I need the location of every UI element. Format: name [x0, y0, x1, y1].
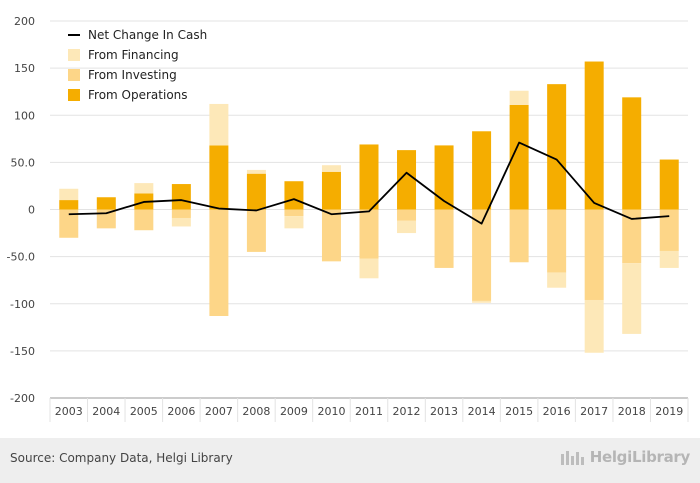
legend-swatch [68, 49, 80, 61]
y-tick-label: 100 [14, 109, 35, 122]
bar-from-investing [134, 209, 154, 231]
legend-label: From Financing [88, 48, 179, 62]
bar-from-operations [622, 97, 642, 210]
bar-from-operations [659, 159, 679, 210]
bar-from-operations [246, 173, 266, 210]
bar-from-financing [171, 217, 191, 227]
x-tick-label: 2015 [505, 405, 533, 418]
bar-from-financing [584, 299, 604, 353]
bar-from-operations [321, 171, 341, 210]
bar-from-investing [284, 209, 304, 217]
x-tick-label: 2014 [468, 405, 496, 418]
y-tick-label: -200 [10, 392, 35, 405]
bar-from-operations [397, 150, 417, 210]
bar-from-financing [509, 90, 529, 105]
bar-from-financing [284, 216, 304, 229]
x-tick-label: 2018 [618, 405, 646, 418]
x-tick-label: 2013 [430, 405, 458, 418]
x-tick-label: 2005 [130, 405, 158, 418]
y-tick-label: 50.0 [11, 156, 36, 169]
bar-from-investing [397, 209, 417, 221]
legend-label: From Operations [88, 88, 188, 102]
x-tick-label: 2003 [55, 405, 83, 418]
y-tick-label: 150 [14, 62, 35, 75]
bar-from-investing [96, 209, 116, 229]
y-tick-label: 0 [28, 204, 35, 217]
x-tick-label: 2004 [92, 405, 120, 418]
x-tick-label: 2011 [355, 405, 383, 418]
y-tick-label: 200 [14, 15, 35, 28]
bar-from-investing [59, 209, 79, 238]
legend-swatch [68, 89, 80, 101]
x-tick-label: 2008 [242, 405, 270, 418]
x-tick-label: 2010 [317, 405, 345, 418]
bar-from-operations [96, 197, 116, 210]
bar-from-financing [397, 220, 417, 234]
x-tick-label: 2006 [167, 405, 195, 418]
bar-from-operations [284, 181, 304, 210]
bar-from-investing [509, 209, 529, 263]
brand-logo: HelgiLibrary [560, 448, 690, 466]
bar-from-operations [547, 84, 567, 210]
bar-from-financing [134, 183, 154, 194]
legend-label: Net Change In Cash [88, 28, 207, 42]
bar-from-operations [209, 145, 229, 210]
bar-from-investing [246, 209, 266, 252]
bar-from-operations [509, 104, 529, 210]
bar-from-financing [547, 272, 567, 288]
bar-from-investing [622, 209, 642, 264]
bar-from-financing [659, 250, 679, 268]
x-axis: 2003 2004 2005 2006 2007 2008 2009 2010 2011 2012… [49, 397, 689, 422]
bar-from-financing [472, 300, 492, 303]
bar-from-investing [659, 209, 679, 251]
source-text: Source: Company Data, Helgi Library [10, 451, 233, 465]
bar-from-financing [59, 188, 79, 201]
y-axis: 200 150 100 50.0 0 -50.0 -100 -150 -200 [7, 15, 35, 405]
brand-name: HelgiLibrary [589, 448, 691, 466]
y-tick-label: -150 [10, 345, 35, 358]
x-tick-label: 2016 [543, 405, 571, 418]
bar-from-operations [359, 144, 379, 210]
bar-from-investing [359, 209, 379, 259]
legend-swatch [68, 69, 80, 81]
legend-label: From Investing [88, 68, 177, 82]
bar-from-investing [472, 209, 492, 301]
net-change-polyline [68, 141, 670, 225]
bars [59, 61, 679, 353]
bar-from-financing [622, 263, 642, 334]
bar-from-investing [321, 209, 341, 262]
x-tick-label: 2019 [655, 405, 683, 418]
bar-from-investing [209, 209, 229, 317]
bar-from-operations [472, 131, 492, 210]
bar-from-investing [584, 209, 604, 300]
chart: 200 150 100 50.0 0 -50.0 -100 -150 -200 2003 2004… [7, 15, 689, 422]
bar-from-operations [171, 184, 191, 210]
y-tick-label: -100 [10, 298, 35, 311]
library-icon [560, 451, 584, 465]
x-tick-label: 2017 [580, 405, 608, 418]
bar-from-financing [209, 103, 229, 146]
net-change-line [68, 141, 670, 225]
bar-from-financing [321, 165, 341, 172]
bar-from-financing [359, 258, 379, 279]
bar-from-operations [584, 61, 604, 210]
footer: Source: Company Data, Helgi Library Helg… [0, 438, 700, 483]
bar-from-financing [246, 169, 266, 174]
bar-from-operations [434, 145, 454, 210]
bar-from-investing [434, 209, 454, 268]
x-tick-label: 2009 [280, 405, 308, 418]
x-tick-label: 2007 [205, 405, 233, 418]
bar-from-operations [59, 200, 79, 210]
x-tick-label: 2012 [393, 405, 421, 418]
bar-from-investing [547, 209, 567, 273]
bar-from-investing [171, 209, 191, 218]
legend: Net Change In Cash From Financing From Inv… [68, 28, 207, 102]
y-tick-label: -50.0 [7, 251, 35, 264]
